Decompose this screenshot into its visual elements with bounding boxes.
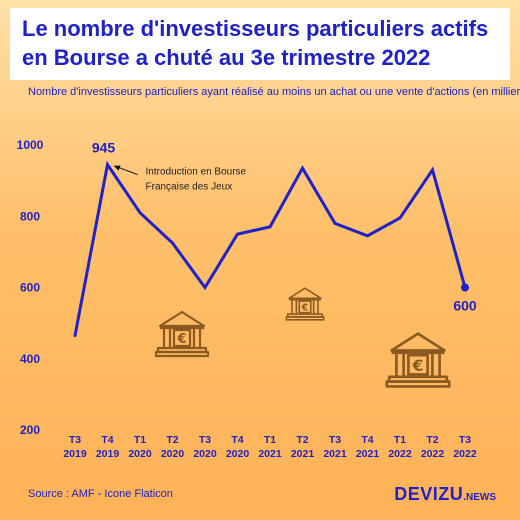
data-label: 945: [92, 140, 116, 156]
annotation-text: Française des Jeux: [146, 182, 233, 193]
annotation-text: Introduction en Bourse: [146, 167, 247, 178]
y-tick-label: 600: [20, 281, 40, 295]
x-tick-label: 2020: [226, 448, 250, 460]
x-tick-label: 2019: [96, 448, 120, 460]
x-tick-label: T3: [329, 434, 341, 446]
svg-text:€: €: [176, 332, 186, 347]
x-tick-label: T1: [264, 434, 276, 446]
x-tick-label: T4: [101, 434, 113, 446]
y-tick-label: 1000: [17, 138, 44, 152]
x-tick-label: T2: [296, 434, 308, 446]
x-tick-label: 2022: [421, 448, 445, 460]
data-label: 600: [453, 298, 477, 314]
x-tick-label: T3: [459, 434, 471, 446]
brand-logo: DEVIZU.NEWS: [394, 484, 496, 505]
annotation-arrow: [116, 166, 138, 176]
x-tick-label: 2022: [388, 448, 412, 460]
x-tick-label: 2022: [453, 448, 477, 460]
x-tick-label: T2: [166, 434, 178, 446]
bank-euro-icon: €: [385, 332, 451, 388]
x-tick-label: T4: [361, 434, 373, 446]
y-tick-label: 400: [20, 352, 40, 366]
chart-title-line-2: en Bourse a chuté au 3e trimestre 2022: [22, 45, 431, 70]
brand-suffix: .NEWS: [463, 492, 496, 503]
brand-name: DEVIZU: [394, 484, 464, 504]
x-tick-label: 2019: [63, 448, 87, 460]
x-tick-label: 2021: [291, 448, 315, 460]
x-tick-label: 2020: [161, 448, 185, 460]
x-tick-label: T1: [394, 434, 406, 446]
x-tick-label: 2021: [356, 448, 380, 460]
source-note: Source : AMF - Icone Flaticon: [28, 488, 173, 500]
bank-euro-icon: €: [285, 287, 325, 321]
x-tick-label: T3: [199, 434, 211, 446]
data-point-end: [461, 283, 469, 292]
svg-text:€: €: [301, 302, 309, 313]
y-tick-label: 800: [20, 209, 40, 223]
y-tick-label: 200: [20, 423, 40, 437]
x-tick-label: T2: [426, 434, 438, 446]
svg-text:€: €: [412, 357, 424, 375]
chart-subtitle: Nombre d'investisseurs particuliers ayan…: [28, 86, 520, 98]
x-tick-label: T4: [231, 434, 243, 446]
x-tick-label: 2020: [128, 448, 152, 460]
bank-euro-icon: €: [154, 310, 210, 358]
x-tick-label: T3: [69, 434, 81, 446]
series-line: [73, 160, 467, 338]
x-tick-label: T1: [134, 434, 146, 446]
x-tick-label: 2020: [193, 448, 217, 460]
annotation-arrowhead: [113, 165, 121, 171]
title-box: Le nombre d'investisseurs particuliers a…: [10, 8, 510, 80]
x-tick-label: 2021: [258, 448, 282, 460]
chart-title-line-1: Le nombre d'investisseurs particuliers a…: [22, 16, 489, 41]
x-tick-label: 2021: [323, 448, 347, 460]
